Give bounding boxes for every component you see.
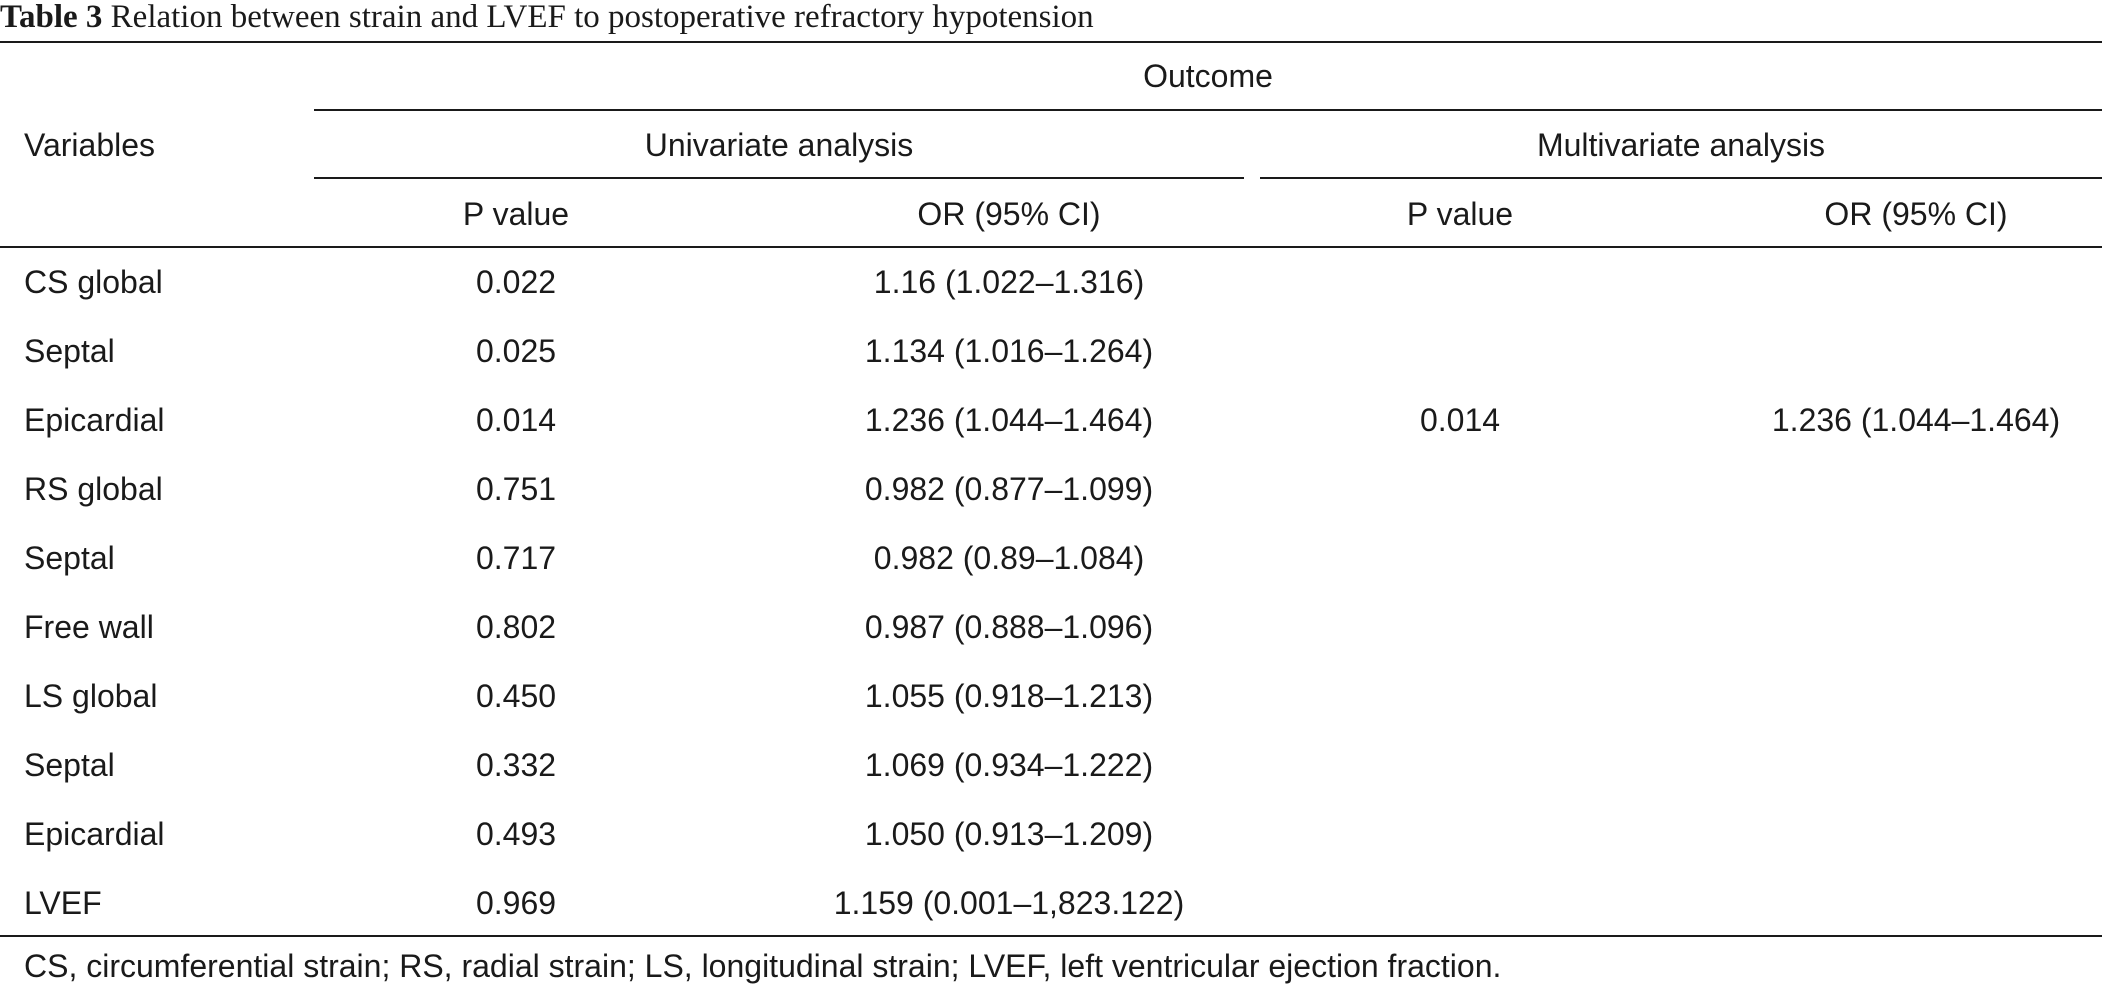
cell-variable: CS global — [24, 264, 163, 300]
cell-variable: RS global — [24, 471, 163, 507]
cell-variable: LVEF — [24, 885, 102, 921]
cell-multi-or-ci: 1.236 (1.044–1.464) — [1771, 402, 2061, 438]
table-bottom-rule — [0, 935, 2102, 937]
cell-uni-or-ci: 1.055 (0.918–1.213) — [864, 678, 1154, 714]
cell-variable: Septal — [24, 333, 115, 369]
header-multi-p-value: P value — [1406, 196, 1514, 232]
table-caption-label: Table 3 — [0, 0, 103, 35]
cell-uni-p-value: 0.025 — [475, 333, 557, 369]
header-bottom-rule — [0, 246, 2102, 248]
cell-uni-or-ci: 1.159 (0.001–1,823.122) — [833, 885, 1185, 921]
cell-uni-p-value: 0.969 — [475, 885, 557, 921]
cell-uni-p-value: 0.014 — [475, 402, 557, 438]
table-top-rule — [0, 41, 2102, 43]
header-univariate: Univariate analysis — [644, 127, 914, 163]
header-variables: Variables — [24, 127, 156, 163]
univariate-rule — [314, 177, 1244, 179]
cell-variable: Septal — [24, 747, 115, 783]
header-multi-or-ci: OR (95% CI) — [1824, 196, 2008, 232]
multivariate-rule — [1260, 177, 2102, 179]
cell-uni-or-ci: 0.987 (0.888–1.096) — [864, 609, 1154, 645]
header-multivariate: Multivariate analysis — [1536, 127, 1826, 163]
outcome-rule — [314, 109, 2102, 111]
cell-uni-p-value: 0.450 — [475, 678, 557, 714]
table-caption: Table 3 Relation between strain and LVEF… — [0, 0, 1094, 40]
cell-variable: Epicardial — [24, 816, 165, 852]
cell-uni-or-ci: 1.134 (1.016–1.264) — [864, 333, 1154, 369]
cell-uni-or-ci: 0.982 (0.877–1.099) — [864, 471, 1154, 507]
header-uni-or-ci: OR (95% CI) — [917, 196, 1101, 232]
cell-uni-p-value: 0.493 — [475, 816, 557, 852]
cell-uni-p-value: 0.802 — [475, 609, 557, 645]
cell-uni-p-value: 0.717 — [475, 540, 557, 576]
header-outcome: Outcome — [1143, 58, 1273, 94]
cell-uni-p-value: 0.751 — [475, 471, 557, 507]
cell-uni-p-value: 0.022 — [475, 264, 557, 300]
cell-variable: Free wall — [24, 609, 154, 645]
table-footnote: CS, circumferential strain; RS, radial s… — [24, 948, 1502, 984]
cell-uni-or-ci: 1.16 (1.022–1.316) — [873, 264, 1145, 300]
cell-variable: Septal — [24, 540, 115, 576]
cell-variable: LS global — [24, 678, 158, 714]
cell-uni-p-value: 0.332 — [475, 747, 557, 783]
cell-uni-or-ci: 0.982 (0.89–1.084) — [873, 540, 1145, 576]
cell-uni-or-ci: 1.050 (0.913–1.209) — [864, 816, 1154, 852]
cell-variable: Epicardial — [24, 402, 165, 438]
header-uni-p-value: P value — [462, 196, 570, 232]
cell-uni-or-ci: 1.069 (0.934–1.222) — [864, 747, 1154, 783]
table-caption-text: Relation between strain and LVEF to post… — [110, 0, 1094, 35]
cell-multi-p-value: 0.014 — [1419, 402, 1501, 438]
cell-uni-or-ci: 1.236 (1.044–1.464) — [864, 402, 1154, 438]
